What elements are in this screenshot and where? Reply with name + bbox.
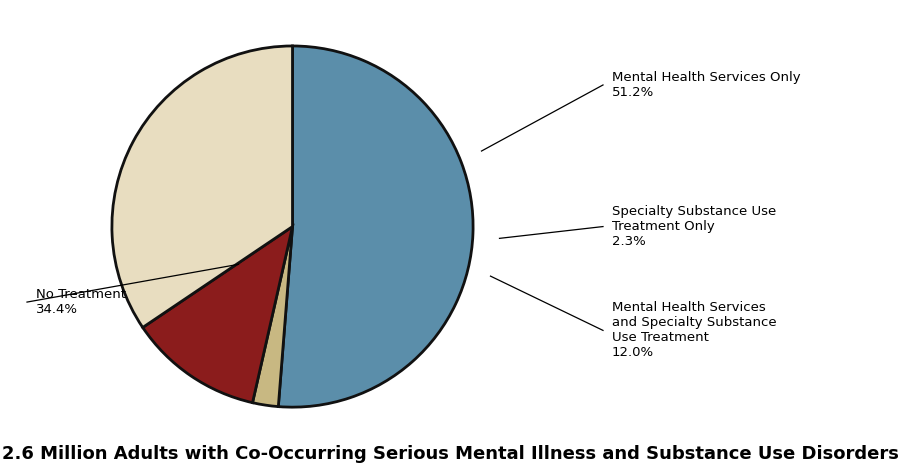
Wedge shape xyxy=(143,227,292,403)
Text: 2.6 Million Adults with Co-Occurring Serious Mental Illness and Substance Use Di: 2.6 Million Adults with Co-Occurring Ser… xyxy=(2,445,898,463)
Text: Specialty Substance Use
Treatment Only
2.3%: Specialty Substance Use Treatment Only 2… xyxy=(612,205,776,248)
Wedge shape xyxy=(253,227,292,406)
Wedge shape xyxy=(278,46,473,407)
Text: Mental Health Services Only
51.2%: Mental Health Services Only 51.2% xyxy=(612,71,801,99)
Text: Mental Health Services
and Specialty Substance
Use Treatment
12.0%: Mental Health Services and Specialty Sub… xyxy=(612,302,777,359)
Wedge shape xyxy=(112,46,292,328)
Text: No Treatment
34.4%: No Treatment 34.4% xyxy=(36,288,126,316)
